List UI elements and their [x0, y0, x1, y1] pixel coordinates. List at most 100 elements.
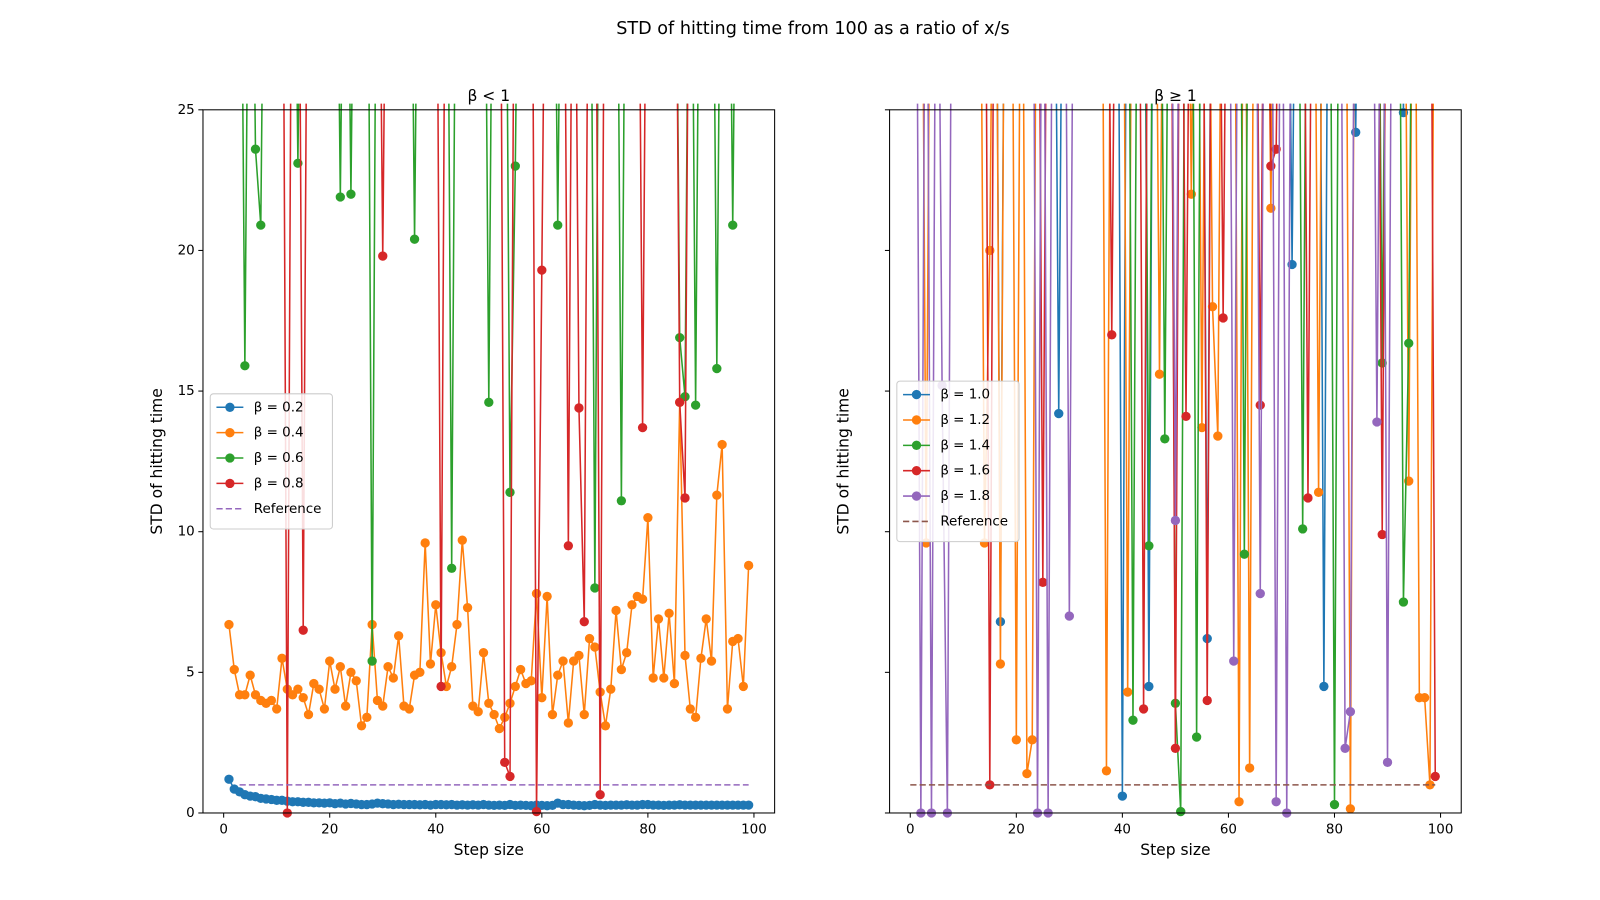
data-point	[1313, 487, 1324, 497]
x-tick-label: 80	[639, 823, 656, 838]
x-tick-label: 40	[1114, 823, 1131, 838]
data-point	[1266, 161, 1276, 171]
legend-marker	[911, 389, 922, 400]
data-point	[595, 790, 605, 800]
data-point	[224, 774, 234, 784]
x-tick-label: 80	[1326, 823, 1343, 838]
data-point	[563, 718, 574, 728]
data-point	[590, 583, 600, 593]
data-point	[558, 656, 568, 666]
data-point	[335, 192, 345, 202]
data-point	[738, 681, 749, 692]
data-point	[1022, 768, 1032, 779]
data-point	[1170, 743, 1181, 753]
data-point	[378, 701, 388, 711]
x-tick-label: 20	[1008, 823, 1025, 838]
data-point	[685, 704, 695, 714]
y-tick-label: 10	[178, 525, 195, 540]
data-point	[712, 490, 722, 500]
data-point	[579, 709, 589, 720]
data-point	[1181, 411, 1191, 422]
data-point	[574, 403, 584, 413]
data-point	[505, 771, 515, 782]
legend-marker	[911, 491, 922, 501]
data-point	[690, 712, 701, 723]
data-point	[743, 560, 754, 571]
data-point	[1234, 797, 1244, 807]
data-point	[415, 667, 425, 678]
data-point	[1377, 529, 1387, 540]
data-point	[420, 538, 430, 548]
data-point	[722, 704, 733, 714]
data-point	[606, 684, 616, 694]
data-point	[1382, 757, 1393, 768]
data-point	[616, 664, 627, 675]
data-point	[1144, 681, 1154, 692]
legend-label: β = 0.2	[254, 400, 304, 415]
legend-label: β = 1.8	[940, 489, 990, 504]
data-point	[680, 650, 690, 661]
data-point	[293, 684, 303, 694]
y-axis-label: STD of hitting time	[148, 388, 166, 534]
data-point	[314, 684, 324, 694]
data-point	[1377, 358, 1387, 368]
x-tick-label: 0	[906, 823, 915, 838]
data-point	[1144, 541, 1154, 551]
data-point	[510, 681, 520, 692]
data-point	[340, 701, 351, 711]
data-point	[1064, 611, 1075, 621]
data-point	[1038, 577, 1048, 587]
data-point	[1218, 313, 1228, 323]
y-axis-label: STD of hitting time	[835, 388, 853, 534]
axes-title: β < 1	[467, 87, 510, 105]
legend-marker	[911, 440, 922, 450]
data-point	[1345, 707, 1356, 717]
data-point	[224, 619, 234, 630]
data-point	[526, 676, 536, 686]
data-point	[303, 709, 314, 720]
data-point	[637, 594, 648, 604]
legend-marker	[911, 415, 922, 425]
axes-title: β ≥ 1	[1154, 87, 1197, 105]
data-point	[425, 659, 436, 669]
data-point	[1154, 369, 1165, 379]
data-point	[1128, 715, 1138, 725]
data-point	[346, 189, 356, 199]
data-point	[489, 709, 499, 720]
legend-label: Reference	[254, 502, 322, 517]
data-point	[717, 439, 727, 450]
figure-title: STD of hitting time from 100 as a ratio …	[616, 19, 1009, 39]
data-point	[500, 757, 510, 768]
data-point	[600, 721, 611, 731]
data-point	[531, 806, 542, 817]
data-point	[1255, 400, 1265, 410]
data-point	[622, 647, 632, 658]
data-point	[378, 251, 388, 261]
data-point	[553, 220, 563, 230]
data-point	[1398, 597, 1409, 607]
data-point	[659, 673, 669, 683]
data-point	[1202, 695, 1212, 706]
data-point	[452, 619, 462, 630]
x-tick-label: 60	[533, 823, 550, 838]
data-point	[447, 662, 457, 672]
data-point	[266, 695, 277, 706]
data-point	[1176, 806, 1186, 817]
data-point	[457, 535, 467, 545]
data-point	[701, 614, 711, 624]
data-point	[346, 667, 356, 678]
data-point	[611, 605, 621, 616]
legend-box	[896, 380, 1020, 543]
data-point	[1027, 735, 1037, 745]
data-point	[1160, 434, 1170, 444]
data-point	[383, 662, 393, 672]
data-point	[627, 600, 637, 610]
legend-marker	[225, 478, 235, 489]
data-point	[1191, 732, 1202, 742]
data-point	[1425, 780, 1435, 790]
x-axis-label: Step size	[1140, 841, 1210, 859]
data-point	[330, 684, 340, 694]
data-point	[494, 723, 505, 734]
